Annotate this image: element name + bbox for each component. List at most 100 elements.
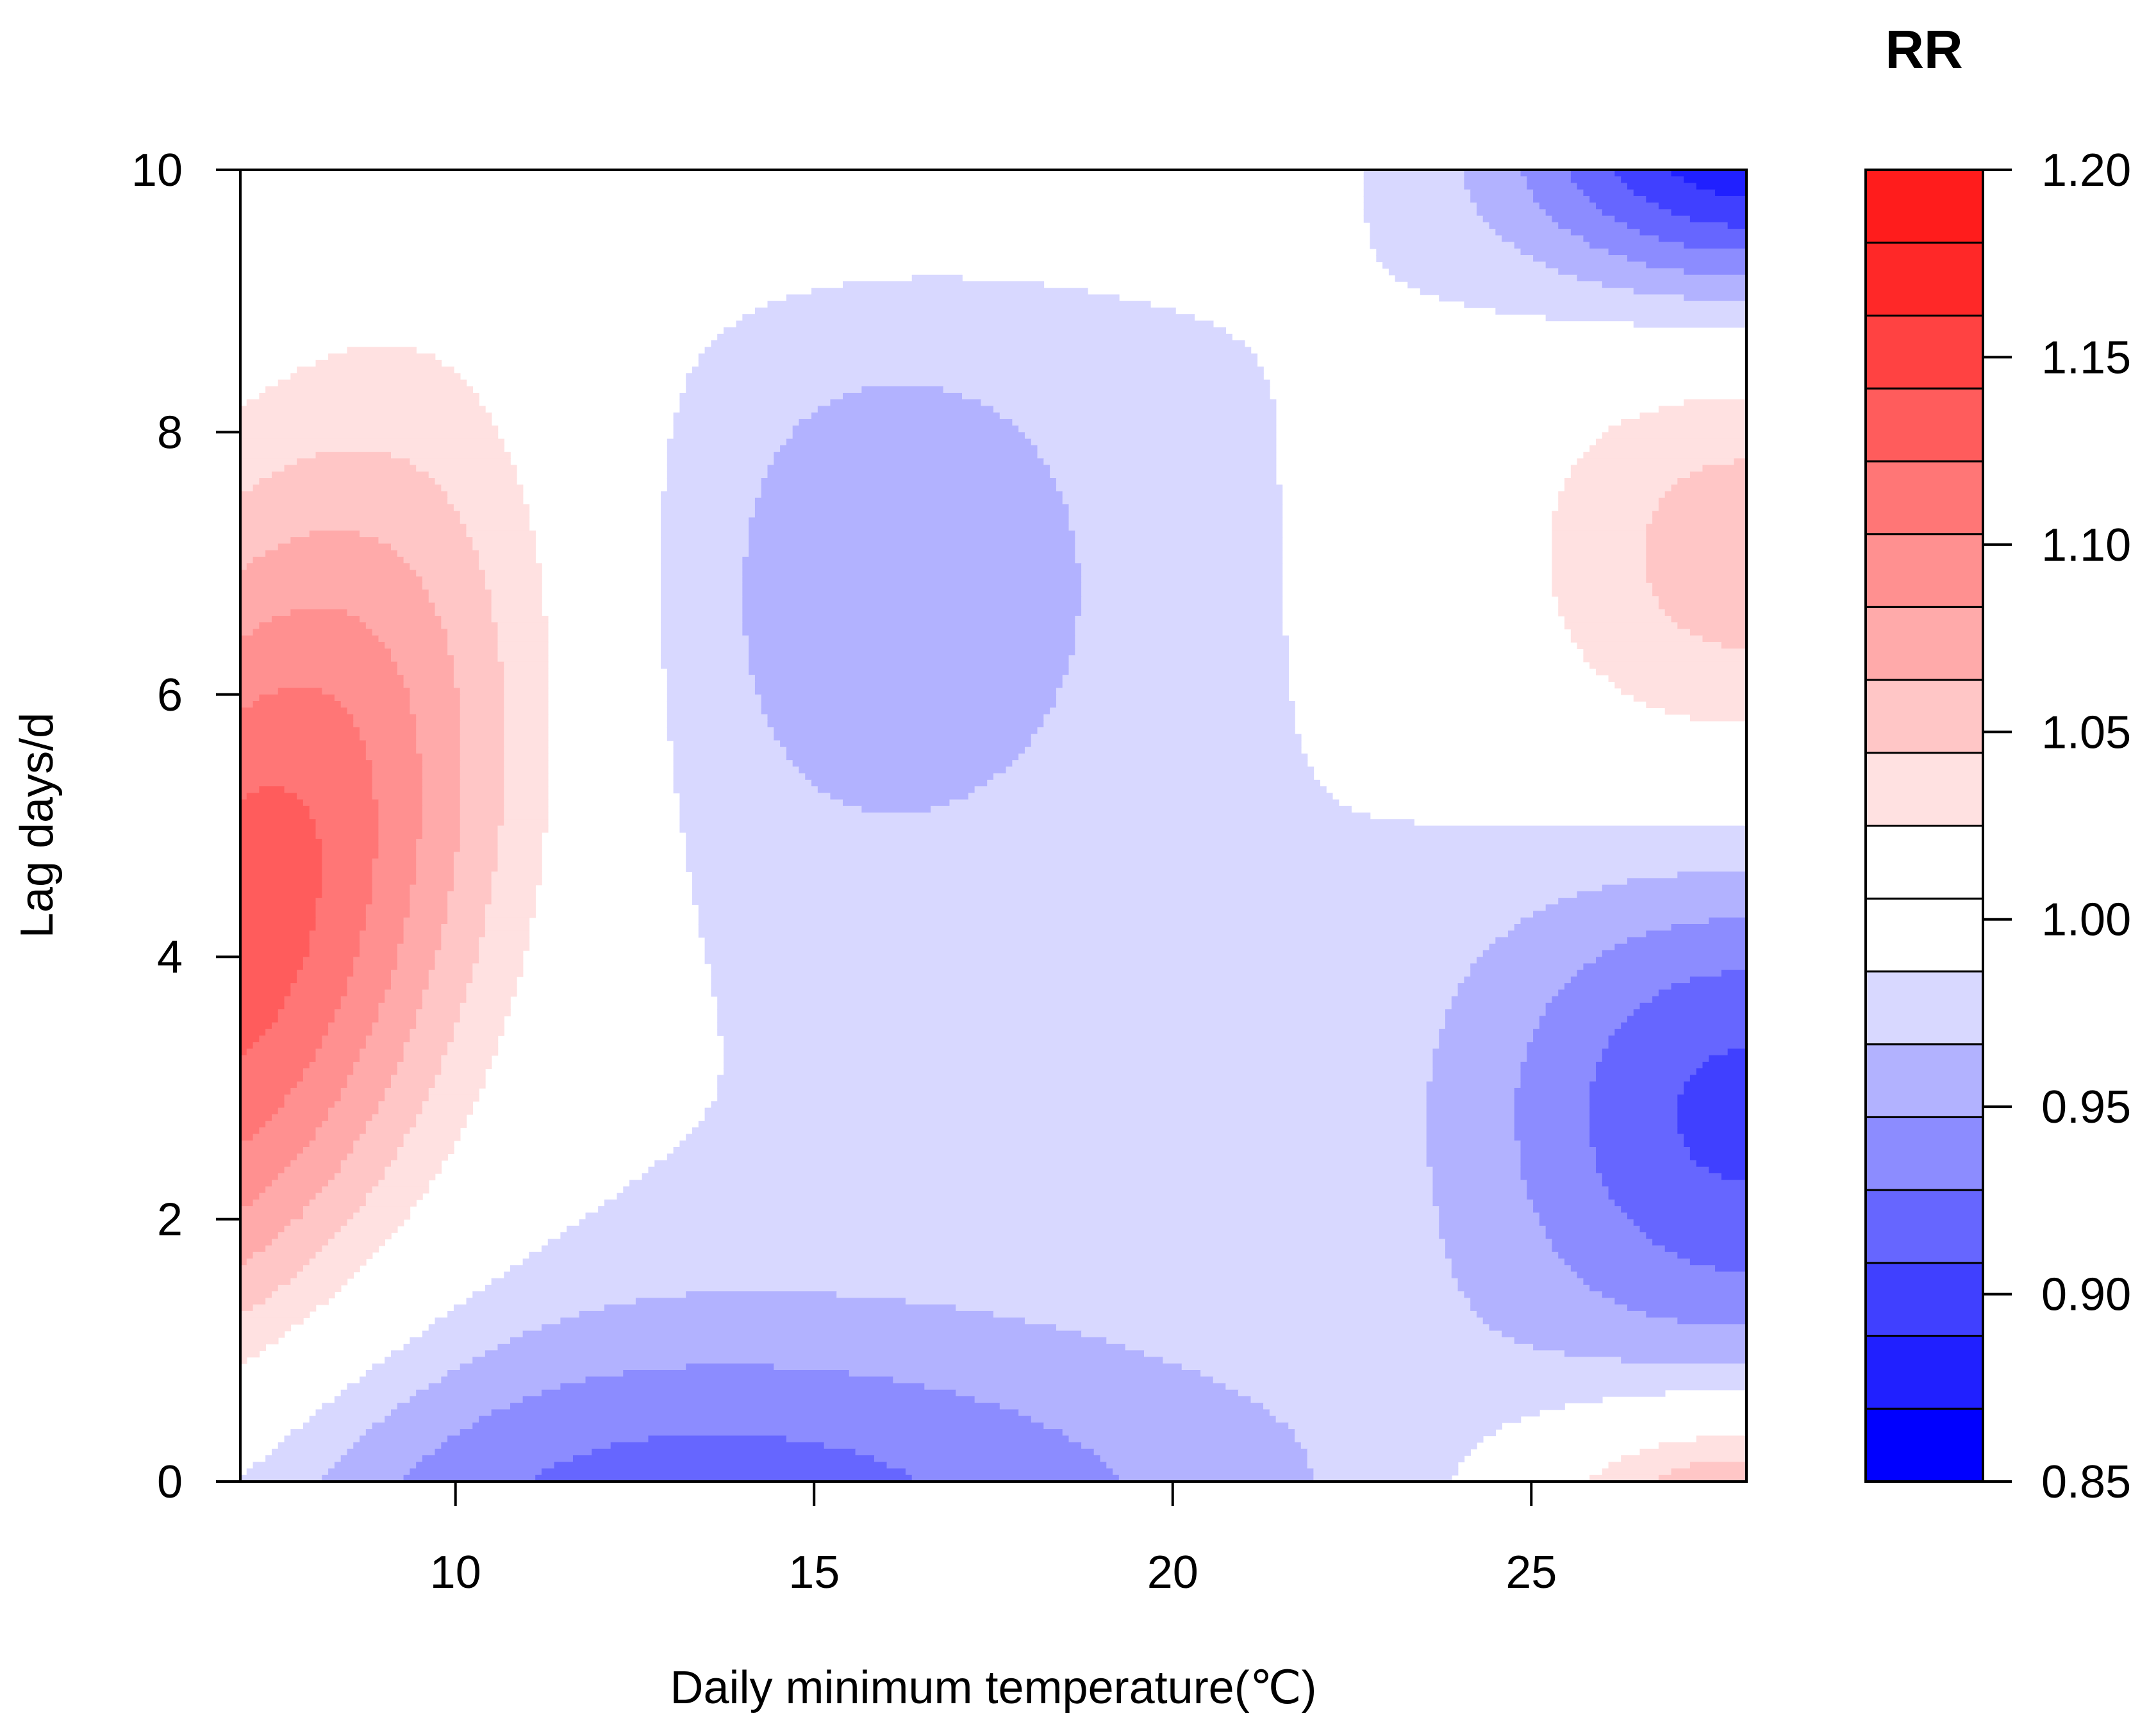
contour-cell [1627, 183, 1697, 190]
contour-cell [259, 392, 479, 400]
contour-cell [1709, 1166, 1746, 1174]
contour-cell [340, 1225, 398, 1233]
contour-cell [497, 648, 549, 656]
contour-cell [648, 1435, 787, 1443]
contour-cell [504, 799, 549, 807]
contour-cell [403, 1474, 536, 1482]
contour-cell [271, 615, 360, 623]
contour-cell [717, 1002, 1452, 1010]
legend-tick-label: 0.90 [2041, 1269, 2131, 1321]
contour-cell [479, 950, 524, 957]
contour-cell [504, 707, 549, 715]
contour-cell [491, 898, 536, 905]
contour-cell [1081, 609, 1283, 616]
contour-cell [667, 484, 762, 492]
contour-cell [1300, 1442, 1477, 1449]
contour-cell [265, 1186, 323, 1194]
contour-cell [1570, 170, 1616, 178]
contour-cell [460, 517, 530, 525]
contour-cell [704, 1107, 1427, 1115]
contour-cell [1552, 563, 1647, 571]
contour-cell [968, 793, 1333, 800]
contour-cell [435, 1448, 593, 1456]
contour-cell [711, 963, 1471, 971]
contour-cell [265, 386, 474, 393]
contour-cell [453, 878, 492, 886]
contour-cell [322, 864, 373, 872]
contour-cell [692, 367, 1264, 374]
contour-cell [1621, 176, 1684, 184]
contour-cell [1689, 215, 1746, 223]
contour-cell [504, 779, 549, 787]
contour-cell [767, 714, 1045, 722]
contour-cell [1564, 1350, 1746, 1358]
contour-cell [328, 1022, 373, 1030]
contour-cell [240, 1061, 310, 1069]
contour-cell [1451, 1259, 1565, 1266]
contour-cell [1363, 183, 1465, 190]
contour-cell [416, 1016, 461, 1023]
contour-cell [1684, 1081, 1746, 1089]
contour-cell [240, 1324, 292, 1332]
contour-cell [742, 582, 1082, 590]
contour-cell [1068, 524, 1283, 531]
contour-cell [1432, 1075, 1522, 1082]
contour-cell [667, 720, 768, 728]
contour-cell [1420, 288, 1634, 295]
contour-cell [372, 864, 417, 872]
contour-cell [1075, 615, 1283, 623]
contour-cell [1050, 471, 1277, 479]
contour-cell [240, 878, 323, 886]
contour-cell [1658, 235, 1746, 243]
contour-cell [698, 911, 1534, 918]
contour-cell [422, 1330, 524, 1338]
contour-cell [1439, 294, 1684, 302]
contour-cell [1589, 242, 1684, 249]
contour-cell [623, 1370, 850, 1378]
contour-cell [679, 392, 843, 400]
contour-cell [1363, 202, 1477, 210]
contour-cell [385, 989, 423, 997]
contour-cell [535, 1474, 913, 1482]
contour-cell [416, 845, 461, 853]
contour-cell [491, 891, 536, 898]
contour-cell [322, 838, 379, 846]
contour-cell [1470, 963, 1584, 971]
contour-cell [460, 825, 499, 833]
contour-cell [761, 707, 1050, 715]
contour-cell [322, 871, 373, 879]
contour-cell [686, 832, 1746, 839]
contour-cell [1715, 1265, 1746, 1273]
contour-cell [315, 1048, 360, 1056]
contour-cell [1307, 1455, 1465, 1463]
contour-cell [403, 1140, 454, 1148]
contour-cell [422, 1002, 461, 1010]
contour-cell [334, 1396, 411, 1403]
contour-cell [315, 359, 442, 367]
contour-cell [522, 1259, 1452, 1266]
contour-cell [479, 563, 542, 571]
contour-cell [1614, 1028, 1746, 1036]
contour-cell [1570, 629, 1691, 636]
contour-cell [1721, 641, 1746, 649]
contour-cell [460, 805, 505, 813]
contour-cell [278, 1173, 335, 1180]
contour-cell [1633, 288, 1746, 295]
contour-cell [1520, 248, 1609, 256]
contour-cell [1426, 1107, 1515, 1115]
contour-cell [435, 602, 492, 610]
contour-cell [1589, 1284, 1746, 1292]
contour-cell [447, 1048, 499, 1056]
contour-cell [1476, 957, 1596, 964]
contour-cell [1482, 215, 1553, 223]
legend-color-cell [1864, 1335, 1984, 1410]
legend-tick-label: 1.20 [2041, 145, 2131, 196]
contour-cell [416, 1121, 467, 1128]
contour-cell [422, 996, 467, 1003]
contour-cell [949, 799, 1339, 807]
contour-cell [1062, 491, 1283, 499]
legend-ticks: 0.85 0.90 0.95 1.00 1.05 1.10 1.15 1.20 [1982, 145, 2131, 1508]
contour-cell [962, 392, 1270, 400]
contour-cell [1589, 1081, 1684, 1089]
contour-cell [447, 635, 499, 643]
